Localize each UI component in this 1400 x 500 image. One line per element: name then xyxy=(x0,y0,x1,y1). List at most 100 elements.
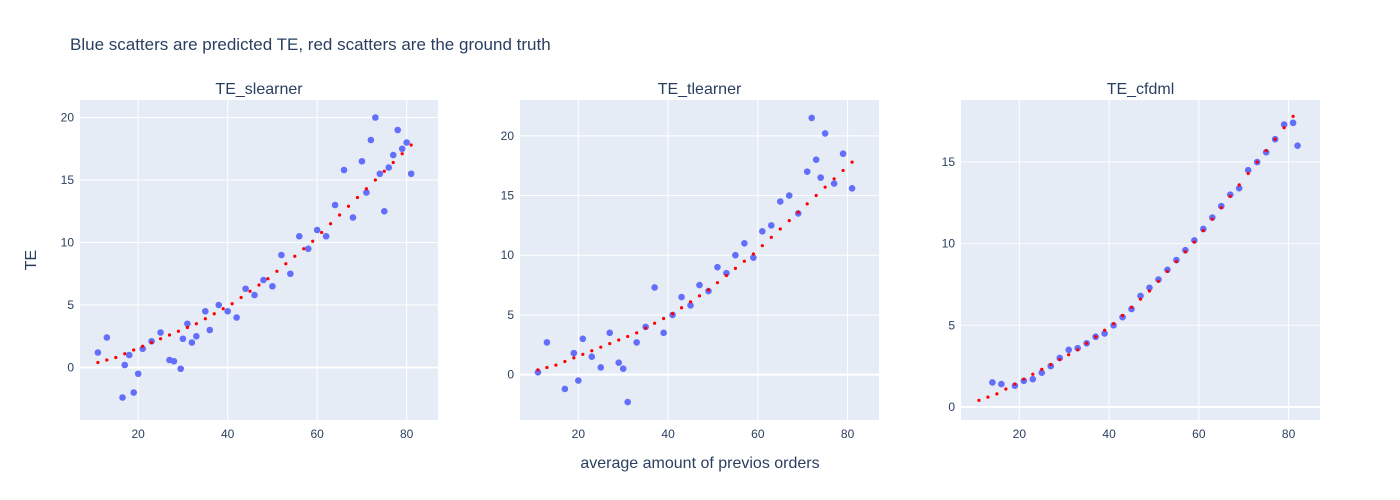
predicted-point xyxy=(678,293,685,301)
predicted-point xyxy=(633,339,640,346)
predicted-point xyxy=(714,263,721,271)
ground-truth-point xyxy=(697,294,702,298)
ground-truth-point xyxy=(1156,279,1161,283)
predicted-point xyxy=(1119,313,1126,321)
predicted-point xyxy=(269,282,276,290)
ground-truth-point xyxy=(105,358,109,362)
ground-truth-point xyxy=(114,355,118,360)
ground-truth-point xyxy=(653,321,657,325)
predicted-point xyxy=(660,329,667,337)
predicted-point xyxy=(385,164,393,171)
predicted-point xyxy=(94,349,102,356)
x-tick-label: 80 xyxy=(400,427,414,441)
predicted-point xyxy=(278,251,285,259)
predicted-point xyxy=(570,349,578,357)
y-tick-label: 5 xyxy=(507,308,514,322)
predicted-point xyxy=(177,365,184,373)
ground-truth-point xyxy=(212,312,216,316)
ground-truth-point xyxy=(123,352,127,356)
x-axis-title: average amount of previos orders xyxy=(580,455,819,472)
ground-truth-point xyxy=(1067,353,1071,357)
predicted-point xyxy=(1101,330,1108,337)
ground-truth-point xyxy=(203,317,207,321)
predicted-point xyxy=(1262,148,1270,156)
predicted-point xyxy=(1280,121,1288,128)
y-tick-label: 15 xyxy=(942,155,956,169)
predicted-point xyxy=(1226,191,1234,198)
predicted-point xyxy=(349,214,357,221)
subplot-title: TE_slearner xyxy=(215,81,303,98)
predicted-point xyxy=(1209,214,1216,221)
predicted-point xyxy=(1155,276,1162,283)
predicted-point xyxy=(696,281,703,289)
predicted-point xyxy=(367,136,375,144)
ground-truth-point xyxy=(1291,114,1295,118)
predicted-point xyxy=(1020,377,1028,385)
ground-truth-point xyxy=(760,244,764,248)
predicted-point xyxy=(358,157,366,165)
ground-truth-point xyxy=(167,333,172,337)
predicted-point xyxy=(561,385,569,393)
ground-truth-point xyxy=(841,168,845,173)
ground-truth-point xyxy=(751,252,755,256)
ground-truth-point xyxy=(1210,217,1214,221)
predicted-point xyxy=(331,201,339,209)
predicted-point xyxy=(1038,369,1046,376)
predicted-point xyxy=(224,307,231,315)
y-tick-label: 15 xyxy=(501,189,515,203)
ground-truth-point xyxy=(158,337,163,341)
ground-truth-point xyxy=(132,348,136,352)
ground-truth-point xyxy=(536,368,540,372)
ground-truth-point xyxy=(141,344,145,348)
ground-truth-point xyxy=(688,300,693,304)
ground-truth-point xyxy=(302,247,306,251)
subplot-2: 20 40 60 80 0 5 10 15 20 TE_tlearner xyxy=(501,81,879,441)
x-tick-label: 60 xyxy=(751,427,765,441)
ground-truth-point xyxy=(1228,194,1232,198)
predicted-point xyxy=(134,370,142,378)
ground-truth-point xyxy=(778,227,782,231)
predicted-point xyxy=(759,228,766,235)
subplot-title: TE_cfdml xyxy=(1107,81,1175,98)
x-tick-label: 40 xyxy=(661,427,675,441)
predicted-point xyxy=(372,114,379,121)
ground-truth-point xyxy=(400,152,404,156)
y-tick-label: 15 xyxy=(61,173,75,187)
predicted-point xyxy=(1294,142,1301,150)
ground-truth-point xyxy=(617,338,621,342)
ground-truth-point xyxy=(977,398,981,403)
predicted-point xyxy=(597,364,605,371)
ground-truth-point xyxy=(391,160,395,165)
ground-truth-point xyxy=(1004,387,1008,391)
ground-truth-point xyxy=(626,334,630,339)
predicted-point xyxy=(687,302,694,309)
ground-truth-point xyxy=(1174,260,1178,264)
ground-truth-point xyxy=(409,143,413,147)
predicted-point xyxy=(651,284,658,291)
ground-truth-point xyxy=(1237,183,1241,187)
ground-truth-point xyxy=(554,363,558,367)
ground-truth-point xyxy=(635,331,639,335)
ground-truth-point xyxy=(995,392,999,396)
predicted-point xyxy=(376,170,384,178)
predicted-point xyxy=(803,168,811,175)
ground-truth-point xyxy=(644,326,648,330)
ground-truth-point xyxy=(742,259,746,263)
subplots: 20 40 60 80 0 5 10 15 20 TE_slearner 20 40 60 80 0 5 10 1… xyxy=(61,81,1320,441)
ground-truth-point xyxy=(1049,362,1053,367)
y-tick-label: 20 xyxy=(61,111,75,125)
ground-truth-point xyxy=(364,187,368,191)
predicted-point xyxy=(750,254,757,261)
predicted-point xyxy=(251,291,258,299)
predicted-point xyxy=(202,307,209,315)
ground-truth-point xyxy=(1282,126,1286,130)
ground-truth-point xyxy=(150,340,154,345)
ground-truth-point xyxy=(1085,341,1089,345)
x-tick-label: 40 xyxy=(221,427,235,441)
plot-area xyxy=(961,100,1320,420)
ground-truth-point xyxy=(572,356,576,360)
ground-truth-point xyxy=(230,302,234,306)
ground-truth-point xyxy=(796,210,800,214)
ground-truth-point xyxy=(221,307,225,311)
